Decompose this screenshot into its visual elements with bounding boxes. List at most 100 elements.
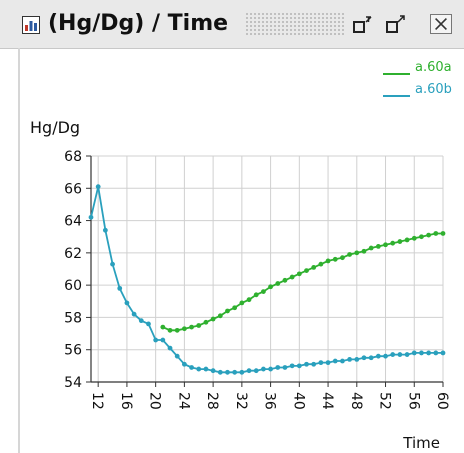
data-point-a-60b <box>261 366 266 372</box>
data-point-a-60b <box>332 358 338 364</box>
x-tick-label: 28 <box>204 392 220 410</box>
data-point-a-60a <box>217 313 223 319</box>
close-button[interactable] <box>430 14 452 34</box>
y-tick-label: 60 <box>64 278 82 294</box>
x-tick-label: 52 <box>377 392 393 410</box>
data-point-a-60a <box>390 240 396 246</box>
x-tick-label: 36 <box>262 392 278 410</box>
chart-series <box>88 184 446 375</box>
data-point-a-60b <box>253 368 259 374</box>
data-point-a-60b <box>390 352 396 357</box>
data-point-a-60b <box>88 214 94 220</box>
data-point-a-60b <box>426 350 432 356</box>
data-point-a-60b <box>419 350 424 356</box>
x-tick-label: 40 <box>290 392 306 410</box>
x-tick-label: 32 <box>233 392 249 410</box>
chart-icon <box>22 16 40 34</box>
data-point-a-60a <box>419 234 424 240</box>
data-point-a-60b <box>232 369 238 375</box>
data-point-a-60b <box>153 337 159 343</box>
data-point-a-60b <box>160 337 166 343</box>
data-point-a-60b <box>117 285 123 291</box>
data-point-a-60a <box>361 248 367 254</box>
data-point-a-60b <box>102 227 108 233</box>
data-point-a-60b <box>95 184 101 190</box>
x-tick-label: 20 <box>147 392 163 410</box>
x-tick-label: 44 <box>319 392 335 410</box>
data-point-a-60b <box>282 365 288 370</box>
title-bar[interactable]: (Hg/Dg) / Time <box>0 0 464 49</box>
data-point-a-60b <box>411 350 417 356</box>
data-point-a-60b <box>181 361 187 367</box>
data-point-a-60b <box>289 363 295 369</box>
data-point-a-60a <box>411 235 417 241</box>
data-point-a-60a <box>232 305 238 311</box>
data-point-a-60b <box>131 311 137 317</box>
window-title: (Hg/Dg) / Time <box>48 11 229 36</box>
data-point-a-60b <box>340 358 345 364</box>
data-point-a-60a <box>375 244 381 249</box>
x-tick-label: 16 <box>118 392 134 410</box>
legend-label: a.60b <box>415 82 452 97</box>
y-axis-label: Hg/Dg <box>30 118 80 137</box>
data-point-a-60b <box>239 369 245 375</box>
data-point-a-60b <box>383 353 388 359</box>
x-tick-label: 56 <box>405 392 421 410</box>
data-point-a-60b <box>275 365 281 370</box>
data-point-a-60a <box>189 324 194 330</box>
data-point-a-60b <box>368 355 374 361</box>
data-point-a-60a <box>239 300 245 306</box>
data-point-a-60b <box>138 318 144 324</box>
data-point-a-60b <box>361 355 367 361</box>
data-point-a-60a <box>296 271 302 277</box>
data-point-a-60b <box>210 368 216 374</box>
data-point-a-60b <box>268 366 273 372</box>
y-tick-label: 58 <box>64 310 82 326</box>
data-point-a-60a <box>160 324 166 330</box>
data-point-a-60b <box>167 345 173 351</box>
data-point-a-60b <box>375 353 381 359</box>
data-point-a-60a <box>404 237 410 243</box>
data-point-a-60a <box>167 327 173 333</box>
data-point-a-60a <box>325 258 331 264</box>
data-point-a-60a <box>268 284 273 290</box>
x-tick-label: 48 <box>348 392 364 410</box>
data-point-a-60a <box>440 231 446 236</box>
data-point-a-60a <box>225 308 230 314</box>
data-point-a-60a <box>282 277 288 283</box>
minimize-button[interactable] <box>352 14 374 34</box>
data-point-a-60b <box>146 321 151 327</box>
y-tick-label: 56 <box>64 343 82 359</box>
data-point-a-60a <box>253 292 259 298</box>
series-line-a-60b <box>90 186 443 374</box>
y-tick-label: 54 <box>64 375 82 391</box>
data-point-a-60b <box>217 369 223 375</box>
data-point-a-60a <box>332 256 338 262</box>
data-point-a-60a <box>426 232 432 238</box>
data-point-a-60a <box>433 231 439 236</box>
data-point-a-60a <box>340 255 345 261</box>
maximize-button[interactable] <box>385 14 407 34</box>
data-point-a-60a <box>210 316 216 322</box>
data-point-a-60b <box>203 366 209 372</box>
window-left-edge <box>18 48 20 453</box>
data-point-a-60b <box>397 352 403 357</box>
data-point-a-60b <box>296 363 302 369</box>
y-tick-label: 68 <box>64 149 82 165</box>
x-tick-label: 24 <box>175 392 191 410</box>
data-point-a-60b <box>311 361 317 367</box>
data-point-a-60b <box>196 366 202 372</box>
data-point-a-60a <box>397 239 403 244</box>
data-point-a-60a <box>347 252 353 257</box>
title-grip <box>245 12 345 36</box>
data-point-a-60b <box>433 350 439 356</box>
data-point-a-60a <box>174 327 180 333</box>
data-point-a-60b <box>110 261 115 267</box>
x-tick-label: 12 <box>89 392 105 410</box>
data-point-a-60b <box>440 350 446 356</box>
data-point-a-60b <box>325 360 331 366</box>
data-point-a-60a <box>383 242 388 248</box>
data-point-a-60b <box>225 369 230 375</box>
